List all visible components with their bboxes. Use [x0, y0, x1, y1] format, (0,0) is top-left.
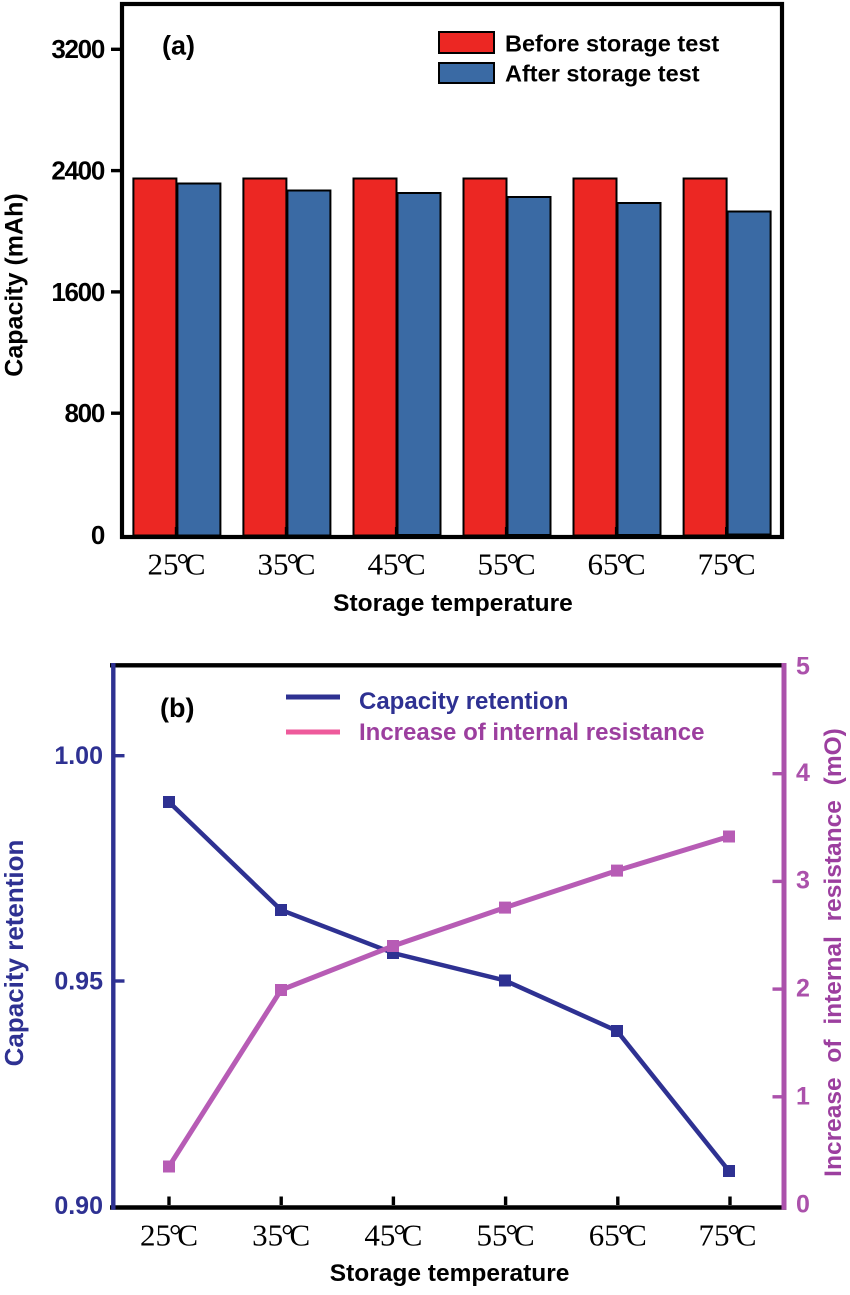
svg-text:1.00: 1.00	[54, 742, 103, 770]
svg-text:Increase of internal resistanc: Increase of internal resistance	[359, 719, 705, 746]
svg-text:(a): (a)	[162, 31, 195, 61]
svg-text:(b): (b)	[160, 693, 194, 723]
svg-text:75°C: 75°C	[698, 547, 756, 582]
svg-text:35°C: 35°C	[257, 547, 315, 582]
svg-text:Before storage test: Before storage test	[505, 31, 719, 57]
svg-text:Capacity (mAh): Capacity (mAh)	[1, 193, 29, 376]
svg-text:Increase of internal resistanc: Increase of internal resistance (mO)	[820, 728, 847, 1177]
svg-text:3: 3	[796, 867, 810, 895]
svg-text:0: 0	[91, 520, 105, 550]
svg-text:25°C: 25°C	[140, 1218, 198, 1253]
svg-text:55°C: 55°C	[478, 547, 536, 582]
svg-text:800: 800	[65, 398, 105, 428]
svg-text:2: 2	[796, 975, 810, 1003]
svg-text:After storage test: After storage test	[505, 61, 700, 87]
svg-text:5: 5	[796, 653, 810, 681]
svg-text:1600: 1600	[51, 277, 104, 307]
svg-text:25°C: 25°C	[147, 547, 205, 582]
svg-text:35°C: 35°C	[252, 1218, 310, 1253]
svg-text:65°C: 65°C	[589, 1218, 647, 1253]
svg-text:Capacity retention: Capacity retention	[359, 688, 568, 715]
svg-text:Storage temperature: Storage temperature	[330, 1260, 570, 1287]
svg-text:Capacity retention: Capacity retention	[0, 840, 29, 1067]
svg-text:55°C: 55°C	[477, 1218, 535, 1253]
svg-text:0: 0	[796, 1191, 810, 1219]
svg-text:65°C: 65°C	[588, 547, 646, 582]
svg-text:Storage temperature: Storage temperature	[333, 590, 573, 617]
svg-text:4: 4	[796, 759, 810, 787]
svg-text:75°C: 75°C	[698, 1218, 756, 1253]
svg-text:1: 1	[796, 1083, 810, 1111]
svg-text:0.95: 0.95	[54, 968, 103, 996]
svg-text:45°C: 45°C	[364, 1218, 422, 1253]
svg-text:2400: 2400	[51, 156, 104, 186]
svg-text:0.90: 0.90	[54, 1192, 103, 1220]
svg-text:45°C: 45°C	[368, 547, 426, 582]
svg-text:3200: 3200	[51, 34, 104, 64]
